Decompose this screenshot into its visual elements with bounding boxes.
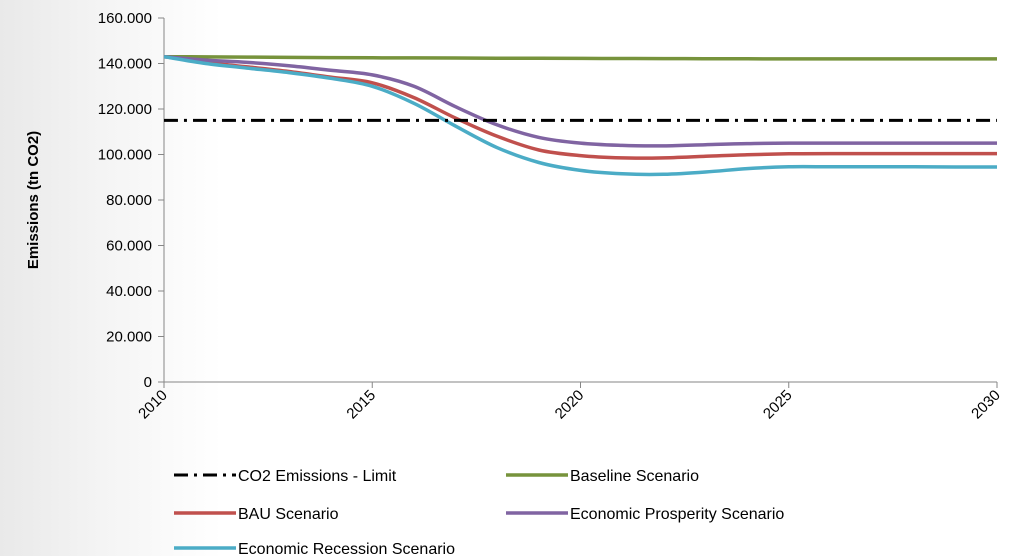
series-line-economic-recession-scenario — [163, 54, 998, 177]
series-line-baseline-scenario — [163, 54, 997, 61]
y-tick-label: 80.000 — [106, 192, 152, 209]
y-tick-label: 0 — [144, 374, 152, 391]
y-tick-label: 140.000 — [98, 56, 152, 73]
series-line-economic-prosperity-scenario — [163, 54, 998, 148]
x-tick-label: 2025 — [760, 387, 796, 423]
y-tick-label: 100.000 — [98, 147, 152, 164]
x-tick-label: 2030 — [968, 387, 1004, 423]
y-tick-label: 60.000 — [106, 238, 152, 255]
y-tick-label: 40.000 — [106, 283, 152, 300]
x-tick-label: 2015 — [343, 387, 379, 423]
y-tick-label: 160.000 — [98, 10, 152, 27]
y-tick-label: 120.000 — [98, 101, 152, 118]
legend-label-economic-recession-scenario: Economic Recession Scenario — [238, 541, 455, 556]
legend-label-bau-scenario: BAU Scenario — [238, 506, 339, 523]
y-axis-title: Emissions (tn CO2) — [25, 131, 42, 269]
legend-label-economic-prosperity-scenario: Economic Prosperity Scenario — [570, 506, 784, 523]
x-tick-label: 2010 — [135, 387, 171, 423]
y-tick-label: 20.000 — [106, 329, 152, 346]
legend-label-co2-emissions-limit: CO2 Emissions - Limit — [238, 468, 397, 485]
legend-label-baseline-scenario: Baseline Scenario — [570, 468, 699, 485]
x-tick-label: 2020 — [552, 387, 588, 423]
